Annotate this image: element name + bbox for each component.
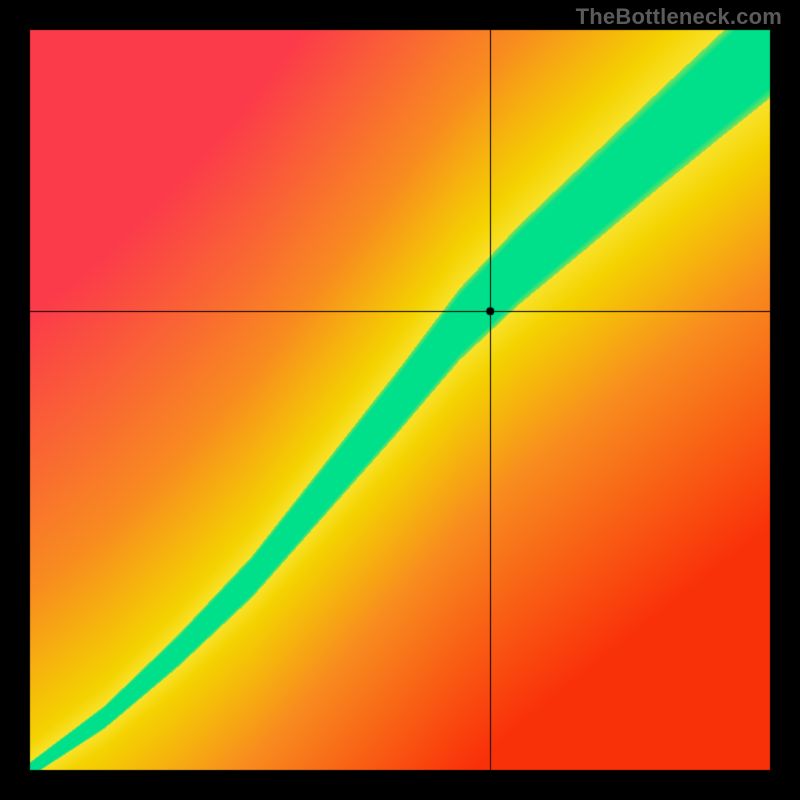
- watermark-text: TheBottleneck.com: [576, 4, 782, 30]
- bottleneck-heatmap: [0, 0, 800, 800]
